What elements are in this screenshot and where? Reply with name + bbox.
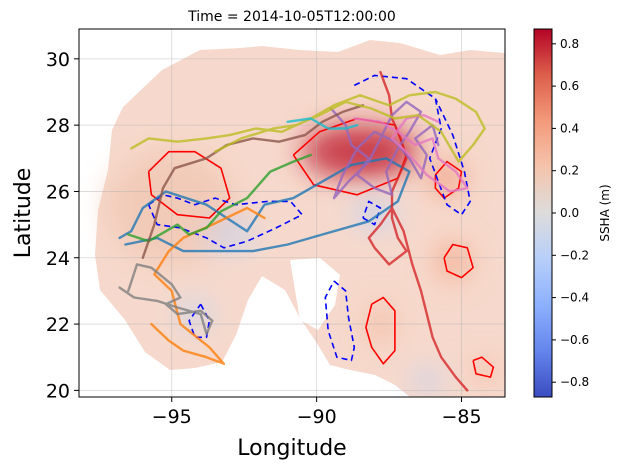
positive-contour [443,243,474,279]
colorbar-tick-label: 0.8 [560,37,579,51]
colorbar-tick-label: 0.4 [560,121,579,135]
positive-contour [365,296,396,365]
positive-contour [472,356,495,378]
drifter-track-10 [286,117,359,130]
drifter-track-9 [129,90,486,163]
x-tick-label: −85 [441,406,481,428]
y-axis-ticks: 20 22 24 26 28 30 [46,49,79,402]
y-tick-label: 20 [46,380,70,402]
colorbar-tick-label: 0.6 [560,79,579,93]
drifter-track-1 [118,157,411,253]
colorbar-tick-label: 0.2 [560,164,579,178]
y-tick-label: 26 [46,181,70,203]
drifter-tracks [118,70,486,392]
plot-area [79,29,505,397]
negative-contour [324,280,356,362]
colorbar-tick-label: −0.4 [560,291,589,305]
y-axis-label: Latitude [11,168,36,259]
drifter-track-5 [329,100,440,200]
x-axis-ticks: −95 −90 −85 [152,397,482,428]
y-tick-label: 30 [46,49,70,71]
colorbar-tick-label: −0.8 [560,375,589,389]
y-tick-label: 22 [46,314,70,336]
colorbar-gradient [533,28,553,398]
positive-contour [434,160,463,199]
colorbar-ticks: −0.8 −0.6 −0.4 −0.2 0.0 0.2 0.4 0.6 0.8 [552,37,589,389]
colorbar-tick-label: −0.2 [560,248,589,262]
chart-title: Time = 2014-10-05T12:00:00 [187,9,396,25]
colorbar-label: SSHA (m) [598,184,612,241]
x-axis-label: Longitude [237,436,346,461]
plot-frame [78,28,506,398]
drifter-track-3 [127,153,312,243]
ssha-anomaly-10 [412,370,442,391]
ssha-anomaly-3 [429,161,465,195]
y-tick-label: 28 [46,115,70,137]
negative-contour [353,74,472,216]
x-tick-label: −90 [297,406,337,428]
drifter-track-6 [141,104,365,259]
colorbar-tick-label: −0.6 [560,333,589,347]
land-gap [290,258,340,330]
drifter-track-8 [118,263,214,336]
colorbar: −0.8 −0.6 −0.4 −0.2 0.0 0.2 0.4 0.6 0.8 SSHA (m) [533,28,612,398]
y-tick-label: 24 [46,248,70,270]
drifter-track-7 [353,113,469,193]
negative-contour [362,200,382,226]
colorbar-tick-label: 0.0 [560,206,579,220]
x-tick-label: −95 [152,406,192,428]
